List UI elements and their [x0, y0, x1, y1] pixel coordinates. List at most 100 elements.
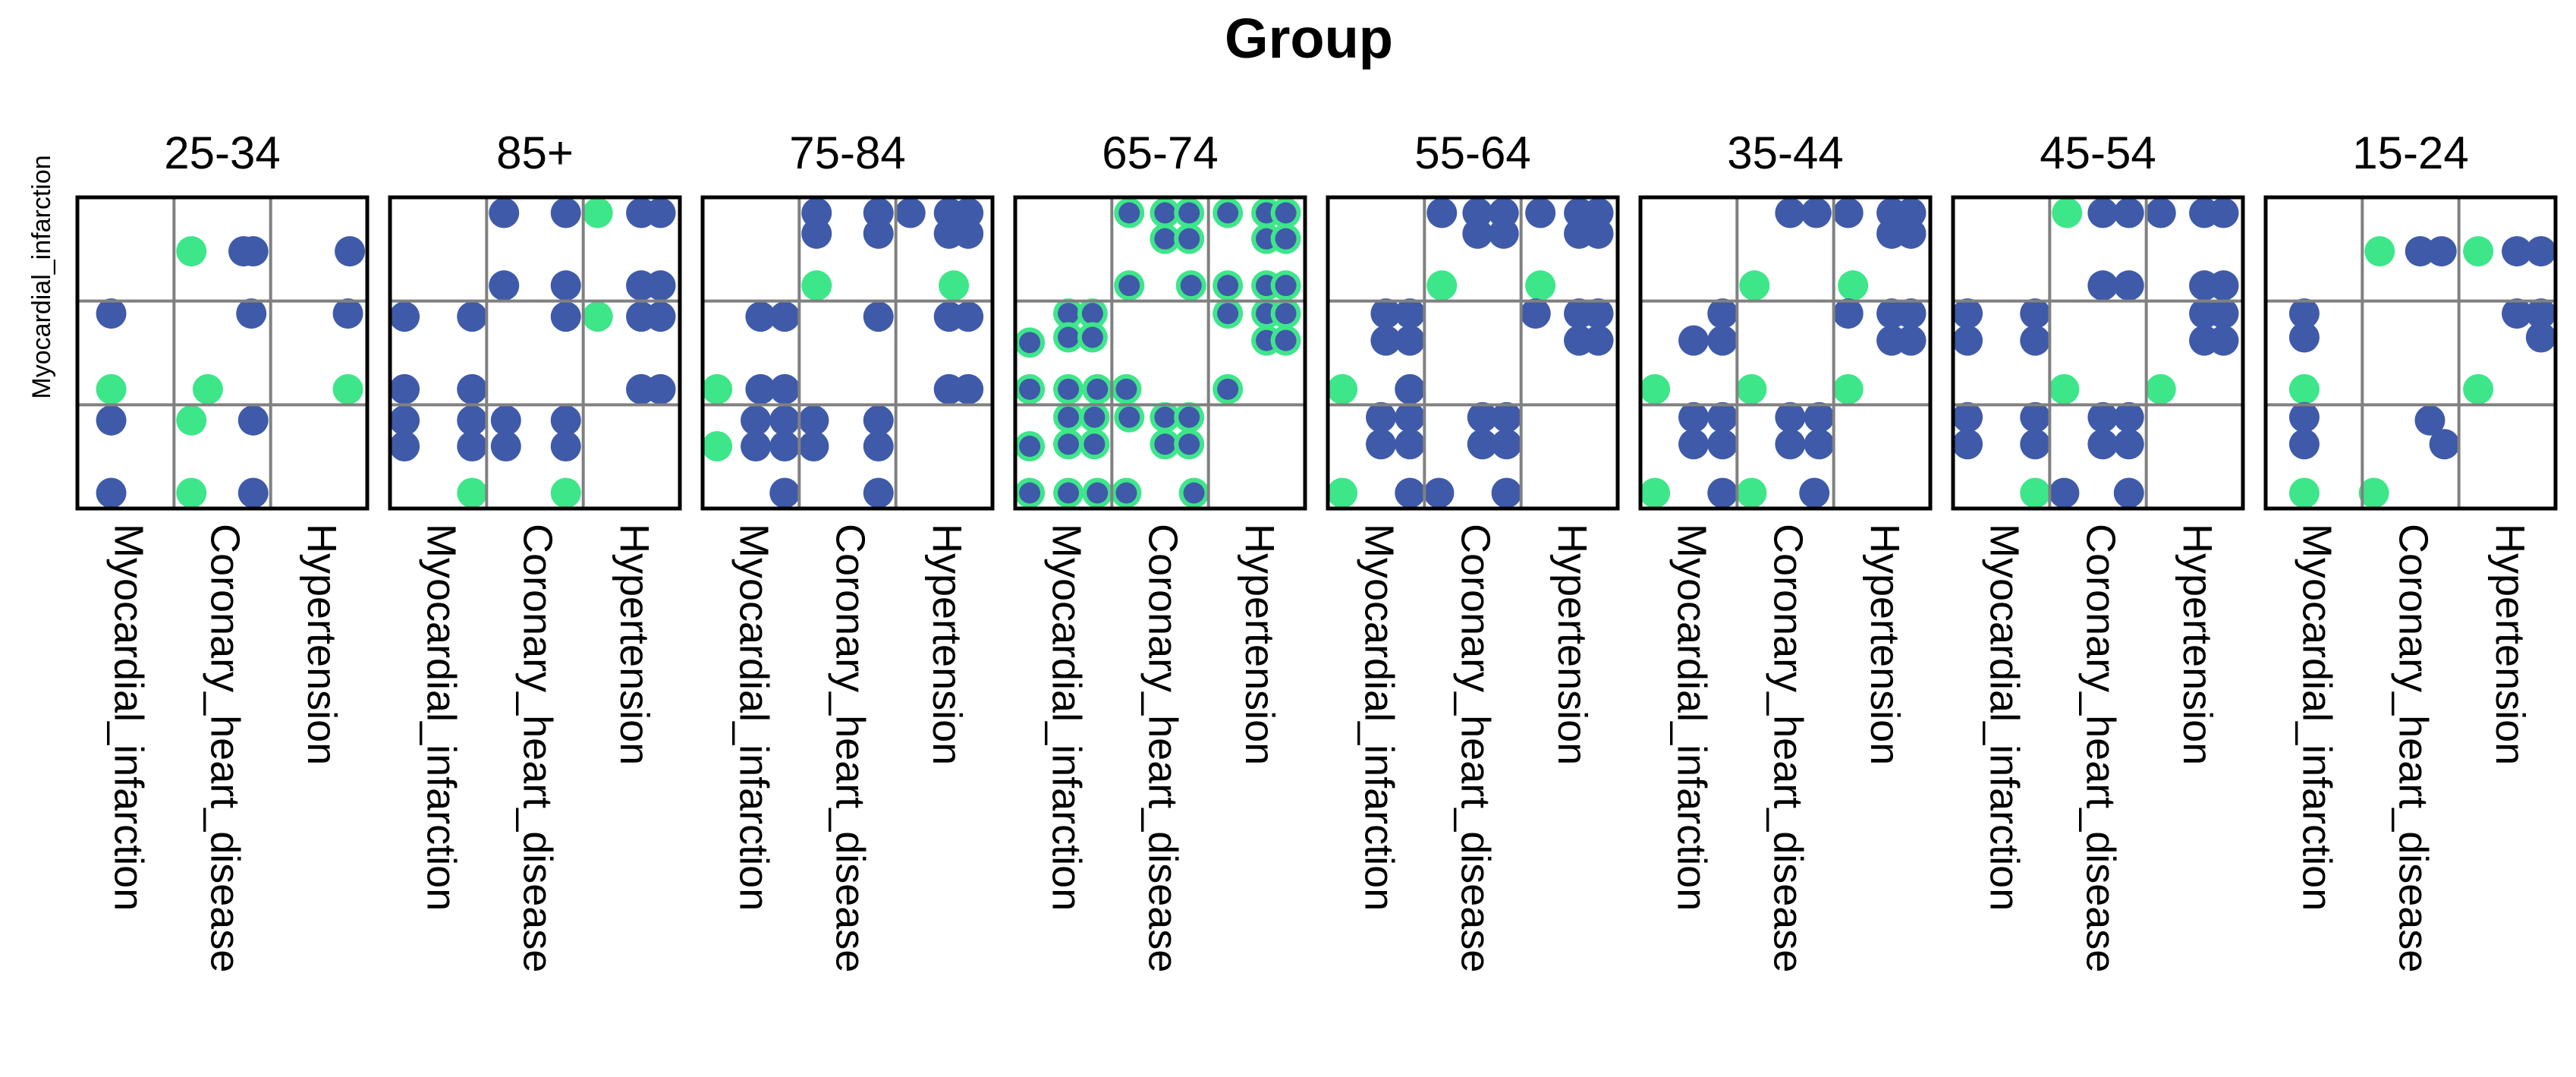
- panel-background: [390, 197, 680, 509]
- data-point: [1019, 332, 1041, 354]
- data-point: [1178, 406, 1200, 428]
- panel-25-34: 25-34 Myocardial_infarction Coronary_heart…: [75, 128, 370, 972]
- data-point: [2405, 236, 2436, 267]
- data-point: [1707, 429, 1738, 460]
- data-point-highlight: [2020, 477, 2051, 509]
- data-point: [1707, 402, 1738, 433]
- panel-55-64: 55-64 Myocardial_infarction Coronary_heart…: [1326, 128, 1620, 972]
- panel-15-24: 15-24 Myocardial_infarction Coronary_heart…: [2263, 128, 2558, 972]
- data-point: [1395, 477, 1426, 509]
- data-point: [769, 373, 800, 405]
- data-point: [1491, 429, 1522, 460]
- panel-35-44: 35-44 Myocardial_infarction Coronary_heart…: [1638, 128, 1933, 972]
- panel-points: [1014, 197, 1301, 509]
- data-point: [1084, 433, 1106, 455]
- data-point-highlight: [1426, 270, 1458, 301]
- data-point: [2020, 325, 2051, 356]
- data-point: [2020, 429, 2051, 460]
- data-point: [237, 477, 269, 509]
- x-tick-label: Hypertension: [1862, 524, 1908, 765]
- panel-border: [2263, 195, 2558, 511]
- panel-border: [1951, 195, 2245, 511]
- data-point: [1180, 275, 1202, 297]
- data-point: [1801, 197, 1832, 228]
- x-tick-label: Coronary_heart_disease: [2391, 524, 2436, 972]
- data-point: [1707, 477, 1738, 509]
- data-point: [1395, 325, 1426, 356]
- data-point: [1118, 275, 1140, 297]
- data-point: [1952, 429, 1983, 460]
- data-point: [1154, 202, 1176, 224]
- data-point: [863, 301, 894, 332]
- x-tick-label: Coronary_heart_disease: [203, 524, 248, 972]
- facet-panels: 25-34 Myocardial_infarction Coronary_heart…: [75, 128, 2558, 972]
- data-point: [1217, 275, 1239, 297]
- data-point: [1804, 429, 1835, 460]
- x-tick-label: Myocardial_infarction: [105, 524, 151, 911]
- data-point: [1583, 325, 1614, 356]
- x-tick-label: Myocardial_infarction: [418, 524, 464, 911]
- data-point: [2288, 429, 2320, 460]
- data-point: [1217, 378, 1239, 400]
- x-tick-label: Coronary_heart_disease: [2078, 524, 2124, 972]
- data-point: [1154, 228, 1176, 250]
- data-point: [801, 218, 832, 249]
- x-tick-label: Myocardial_infarction: [731, 524, 776, 911]
- data-point: [1832, 197, 1864, 228]
- x-tick-label: Hypertension: [924, 524, 970, 765]
- panel-title: 25-34: [164, 128, 280, 178]
- data-point: [550, 197, 581, 228]
- data-point-highlight: [176, 405, 207, 436]
- panel-65-74: 65-74 Myocardial_infarction Coronary_heart…: [1013, 128, 1307, 972]
- panel-points: [1952, 197, 2239, 509]
- data-point: [1583, 298, 1614, 329]
- data-point: [2113, 270, 2144, 301]
- data-point: [863, 431, 894, 461]
- data-point: [237, 405, 269, 436]
- panel-points: [1327, 197, 1614, 509]
- panel-75-84: 75-84 Myocardial_infarction Coronary_heart…: [700, 128, 995, 972]
- data-point: [2087, 197, 2118, 228]
- data-point: [1275, 202, 1297, 224]
- data-point: [389, 431, 420, 461]
- data-point: [2113, 477, 2144, 509]
- data-point: [1426, 197, 1458, 228]
- data-point: [1275, 303, 1297, 325]
- data-point: [2208, 298, 2239, 329]
- data-point: [801, 197, 832, 228]
- data-point: [1058, 378, 1080, 400]
- data-point-highlight: [1736, 373, 1767, 405]
- data-point: [953, 301, 984, 332]
- x-tick-label: Myocardial_infarction: [2294, 524, 2339, 911]
- data-point: [1019, 378, 1041, 400]
- data-point: [96, 477, 127, 509]
- data-point: [1775, 429, 1806, 460]
- data-point: [745, 301, 776, 332]
- data-point: [1087, 378, 1109, 400]
- data-point: [1118, 202, 1140, 224]
- data-point: [335, 236, 366, 267]
- data-point: [1058, 303, 1080, 325]
- data-point: [1058, 326, 1080, 348]
- data-point: [489, 197, 520, 228]
- data-point-highlight: [96, 373, 127, 405]
- data-point: [489, 270, 520, 301]
- data-point: [550, 431, 581, 461]
- data-point: [1370, 325, 1401, 356]
- data-point: [2087, 402, 2118, 433]
- data-point: [1118, 406, 1140, 428]
- data-point-highlight: [550, 477, 581, 509]
- data-point: [2208, 197, 2239, 228]
- panel-border: [700, 195, 995, 511]
- data-point: [2049, 477, 2080, 509]
- data-point: [1467, 429, 1498, 460]
- data-point: [863, 218, 894, 249]
- panel-points: [389, 197, 676, 509]
- data-point-highlight: [582, 197, 613, 228]
- data-point-highlight: [801, 270, 832, 301]
- data-point: [2113, 402, 2144, 433]
- data-point-highlight: [2358, 477, 2389, 509]
- x-tick-label: Coronary_heart_disease: [1766, 524, 1811, 972]
- data-point: [457, 373, 488, 405]
